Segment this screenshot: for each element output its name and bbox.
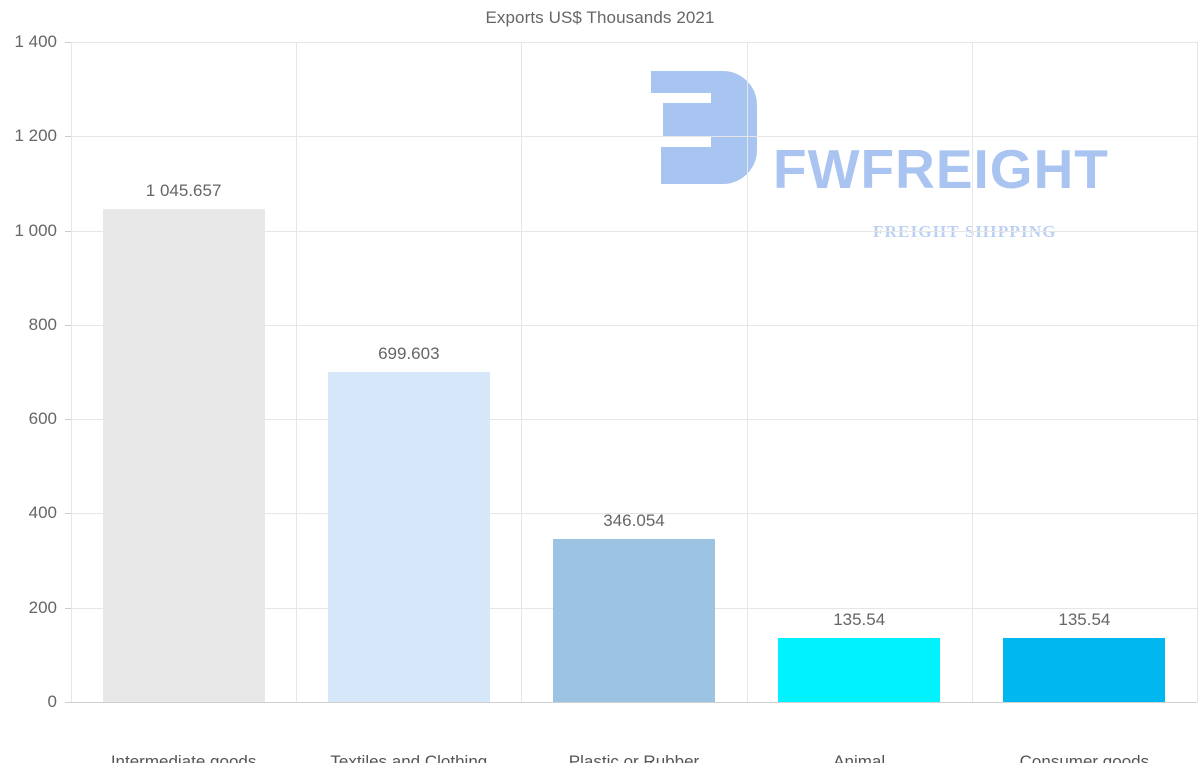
bar-5[interactable] bbox=[1003, 638, 1166, 702]
gridline-vertical bbox=[71, 42, 72, 702]
y-tick-mark bbox=[65, 42, 71, 43]
gridline-horizontal bbox=[71, 513, 1197, 515]
gridline-horizontal bbox=[71, 136, 1197, 138]
x-tick-label: Animal bbox=[833, 752, 886, 763]
bar-value-label: 346.054 bbox=[603, 510, 665, 530]
gridline-horizontal bbox=[71, 42, 1197, 43]
bar-value-label: 699.603 bbox=[378, 344, 440, 364]
y-tick-mark bbox=[65, 324, 71, 326]
x-tick-label: Plastic or Rubber bbox=[568, 752, 700, 763]
y-tick-label: 200 bbox=[28, 597, 57, 617]
gridline-vertical bbox=[1197, 42, 1198, 702]
gridline-horizontal bbox=[71, 230, 1197, 232]
gridline-vertical bbox=[296, 42, 297, 702]
x-tick-label: Intermediate goods bbox=[110, 752, 257, 763]
y-tick-mark bbox=[65, 513, 71, 515]
bar-3[interactable] bbox=[553, 538, 715, 702]
gridline-vertical bbox=[747, 42, 748, 702]
x-tick-label: Consumer goods bbox=[1019, 752, 1150, 763]
y-tick-mark bbox=[65, 607, 71, 609]
bar-value-label: 1 045.657 bbox=[145, 181, 222, 201]
y-tick-mark bbox=[65, 136, 71, 138]
x-axis-line bbox=[65, 702, 1197, 703]
y-tick-label: 800 bbox=[28, 314, 57, 334]
gridline-vertical bbox=[972, 42, 973, 702]
y-tick-label: 600 bbox=[28, 409, 57, 429]
bar-4[interactable] bbox=[778, 638, 941, 702]
gridline-horizontal bbox=[71, 419, 1197, 421]
y-tick-label: 1 000 bbox=[14, 220, 57, 240]
gridline-vertical bbox=[521, 42, 522, 702]
y-tick-mark bbox=[65, 230, 71, 232]
bar-1[interactable] bbox=[102, 209, 265, 702]
bar-value-label: 135.54 bbox=[833, 610, 886, 630]
chart-title: Exports US$ Thousands 2021 bbox=[485, 8, 715, 27]
y-tick-label: 0 bbox=[47, 692, 57, 711]
y-tick-mark bbox=[65, 419, 71, 421]
bar-2[interactable] bbox=[327, 372, 490, 702]
gridline-horizontal bbox=[71, 324, 1197, 326]
y-tick-label: 400 bbox=[28, 503, 57, 523]
bar-value-label: 135.54 bbox=[1058, 610, 1111, 630]
plot-area: 1 045.657 699.603 346.054 135.54 135.54 0 200… bbox=[14, 32, 1198, 763]
x-tick-label: Textiles and Clothing bbox=[330, 752, 488, 763]
y-tick-label: 1 400 bbox=[14, 32, 57, 51]
y-tick-label: 1 200 bbox=[14, 126, 57, 146]
y-tick-mark bbox=[65, 702, 71, 703]
